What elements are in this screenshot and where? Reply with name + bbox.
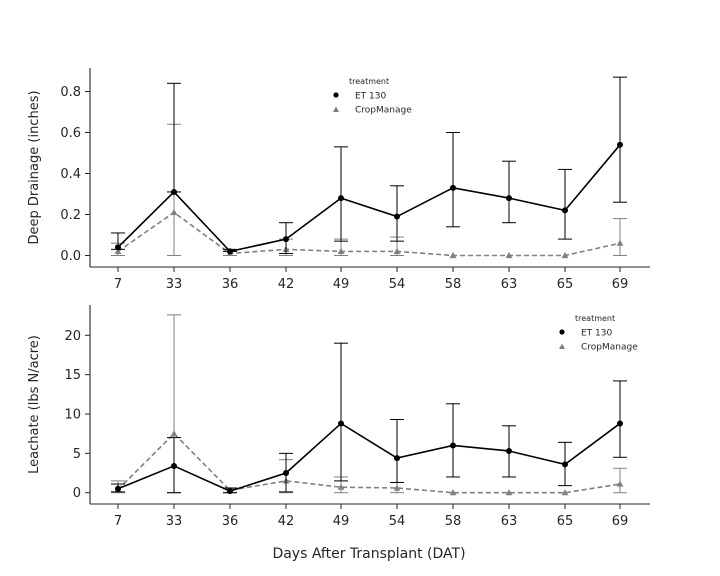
x-tick-label: 69	[612, 514, 629, 529]
drainage-et130-point	[506, 195, 512, 202]
legend-cropmanage-label: CropManage	[355, 106, 412, 116]
x-tick-label: 58	[445, 277, 462, 292]
leachate-cropmanage-line	[117, 432, 621, 494]
drainage-cropmanage-line	[117, 211, 621, 257]
x-tick-label: 49	[333, 514, 350, 529]
y-tick-label: 0.4	[60, 167, 81, 182]
drainage-cropmanage-point	[170, 208, 178, 216]
x-tick-label: 36	[222, 514, 239, 529]
leachate-cropmanage-point	[449, 489, 457, 496]
drainage-et130-line	[117, 144, 621, 253]
legend-et130-marker	[333, 92, 339, 98]
leachate-cropmanage-point	[616, 480, 624, 487]
y-axis-label: Deep Drainage (inches)	[27, 90, 42, 244]
leachate-et130-point	[115, 485, 121, 492]
y-axis-label: Leachate (lbs N/acre)	[27, 335, 42, 474]
y-tick-label: 20	[64, 329, 81, 344]
x-tick-label: 49	[333, 277, 350, 292]
leachate-et130-point	[562, 461, 568, 468]
y-tick-label: 15	[64, 368, 81, 383]
leachate-cropmanage-point	[393, 484, 401, 491]
leachate-et130-line	[117, 422, 621, 492]
x-tick-label: 33	[166, 277, 183, 292]
y-tick-label: 0.6	[60, 126, 81, 141]
y-tick-label: 0.8	[60, 85, 81, 100]
legend-title: treatment	[575, 314, 615, 323]
leachate-et130-point	[506, 447, 512, 454]
leachate-et130-point	[171, 462, 177, 469]
deep-drainage-chart: 0.0 0.2 0.4 0.6 0.8 7 33 36 42 49 54 58 63 65 69 Deep D…	[27, 68, 650, 292]
x-tick-label: 42	[278, 277, 295, 292]
drainage-et130-point	[283, 236, 289, 243]
leachate-cropmanage-point	[337, 483, 345, 490]
legend-cropmanage-marker	[559, 343, 565, 349]
drainage-cropmanage-point	[114, 247, 122, 254]
y-tick-label: 5	[73, 447, 81, 462]
drainage-et130-point	[617, 141, 623, 148]
leachate-cropmanage-point	[561, 489, 569, 496]
leachate-et130-point	[450, 442, 456, 449]
drainage-cropmanage-point	[505, 251, 513, 259]
y-tick-label: 0.2	[60, 208, 81, 223]
legend-cropmanage-marker	[333, 106, 339, 112]
leachate-et130-point	[617, 420, 623, 427]
drainage-et130-point	[394, 213, 400, 220]
x-tick-label: 63	[501, 514, 518, 529]
drainage-et130-point	[338, 195, 344, 202]
legend-cropmanage-label: CropManage	[581, 343, 638, 353]
drainage-legend: treatment ET 130 CropManage	[333, 77, 412, 116]
x-tick-label: 33	[166, 514, 183, 529]
x-tick-label: 69	[612, 277, 629, 292]
leachate-et130-point	[227, 488, 233, 495]
drainage-series-et130	[111, 76, 627, 255]
drainage-cropmanage-point	[393, 247, 401, 254]
x-tick-label: 58	[445, 514, 462, 529]
x-tick-label: 65	[557, 277, 574, 292]
drainage-cropmanage-point	[616, 239, 624, 246]
x-axis-label: Days After Transplant (DAT)	[272, 546, 465, 562]
x-tick-label: 7	[114, 514, 122, 529]
legend-et130-label: ET 130	[581, 329, 612, 339]
leachate-cropmanage-point	[170, 430, 178, 437]
y-tick-label: 0.0	[60, 249, 81, 264]
drainage-et130-point	[115, 244, 121, 251]
drainage-cropmanage-point	[449, 251, 457, 259]
drainage-cropmanage-point	[337, 247, 345, 254]
leachate-et130-point	[283, 470, 289, 477]
leachate-et130-point	[338, 420, 344, 427]
drainage-series-cropmanage	[111, 123, 627, 259]
legend-title: treatment	[349, 77, 389, 86]
x-tick-label: 65	[557, 514, 574, 529]
x-tick-label: 7	[114, 277, 122, 292]
y-tick-label: 10	[64, 408, 81, 423]
legend-et130-marker	[559, 329, 565, 335]
x-tick-label: 42	[278, 514, 295, 529]
drainage-et130-point	[562, 207, 568, 214]
drainage-et130-point	[227, 248, 233, 255]
leachate-chart: 0 5 10 15 20 7 33 36 42 49 54 58 63 65 69 Leachate (lbs…	[27, 305, 650, 529]
x-tick-label: 36	[222, 277, 239, 292]
y-tick-label: 0	[73, 486, 81, 501]
leachate-cropmanage-point	[505, 489, 513, 496]
legend-et130-label: ET 130	[355, 92, 386, 102]
x-tick-label: 54	[389, 277, 406, 292]
drainage-cropmanage-point	[561, 251, 569, 259]
drainage-et130-point	[450, 184, 456, 191]
leachate-legend: treatment ET 130 CropManage	[559, 314, 638, 353]
leachate-series-cropmanage	[111, 314, 627, 496]
leachate-et130-point	[394, 455, 400, 462]
x-tick-label: 63	[501, 277, 518, 292]
x-tick-label: 54	[389, 514, 406, 529]
leachate-series-et130	[111, 342, 627, 495]
drainage-et130-point	[171, 188, 177, 195]
